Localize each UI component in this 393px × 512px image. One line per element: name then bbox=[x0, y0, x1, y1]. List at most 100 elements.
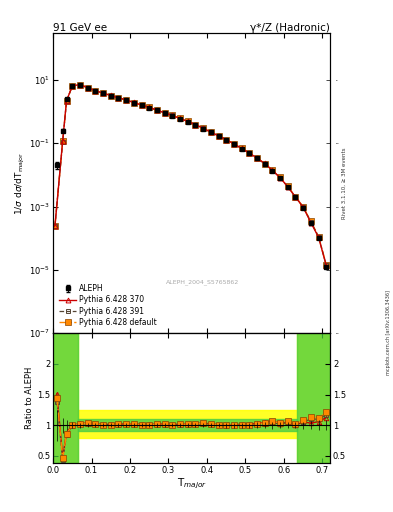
Pythia 6.428 370 bbox=[309, 220, 313, 226]
Pythia 6.428 391 bbox=[132, 99, 136, 105]
Pythia 6.428 370 bbox=[85, 84, 90, 91]
Pythia 6.428 370 bbox=[293, 194, 298, 200]
Pythia 6.428 391 bbox=[309, 219, 313, 225]
Pythia 6.428 391 bbox=[231, 141, 236, 147]
Pythia 6.428 default bbox=[216, 133, 221, 139]
Pythia 6.428 370 bbox=[93, 88, 98, 94]
Pythia 6.428 default bbox=[208, 129, 213, 135]
Pythia 6.428 370 bbox=[116, 95, 121, 101]
Pythia 6.428 default bbox=[239, 145, 244, 152]
Pythia 6.428 default bbox=[255, 155, 259, 161]
Pythia 6.428 391 bbox=[78, 81, 83, 88]
Pythia 6.428 391 bbox=[154, 107, 159, 113]
Pythia 6.428 370 bbox=[124, 97, 129, 103]
Pythia 6.428 391 bbox=[224, 137, 229, 143]
Pythia 6.428 default bbox=[154, 107, 159, 113]
Pythia 6.428 370 bbox=[247, 150, 252, 156]
Pythia 6.428 370 bbox=[162, 110, 167, 116]
Line: Pythia 6.428 391: Pythia 6.428 391 bbox=[53, 82, 329, 268]
Pythia 6.428 391 bbox=[108, 93, 113, 99]
Pythia 6.428 default bbox=[170, 112, 175, 118]
Pythia 6.428 370 bbox=[101, 90, 105, 96]
Pythia 6.428 391 bbox=[208, 129, 213, 135]
Pythia 6.428 370 bbox=[108, 92, 113, 98]
Pythia 6.428 370 bbox=[216, 133, 221, 139]
Pythia 6.428 391 bbox=[247, 150, 252, 156]
Line: Pythia 6.428 370: Pythia 6.428 370 bbox=[53, 82, 329, 268]
Pythia 6.428 default bbox=[201, 125, 206, 131]
Pythia 6.428 391 bbox=[255, 155, 259, 161]
Pythia 6.428 370 bbox=[147, 104, 152, 111]
Pythia 6.428 391 bbox=[316, 234, 321, 240]
Text: γ*/Z (Hadronic): γ*/Z (Hadronic) bbox=[250, 23, 330, 32]
Pythia 6.428 default bbox=[124, 97, 129, 103]
Pythia 6.428 default bbox=[64, 98, 69, 104]
Pythia 6.428 391 bbox=[185, 118, 190, 124]
Pythia 6.428 391 bbox=[85, 85, 90, 91]
Text: ALEPH_2004_S5765862: ALEPH_2004_S5765862 bbox=[166, 279, 239, 285]
Legend: ALEPH, Pythia 6.428 370, Pythia 6.428 391, Pythia 6.428 default: ALEPH, Pythia 6.428 370, Pythia 6.428 39… bbox=[57, 282, 159, 329]
Line: Pythia 6.428 default: Pythia 6.428 default bbox=[52, 81, 329, 268]
Pythia 6.428 default bbox=[93, 88, 98, 94]
Pythia 6.428 370 bbox=[60, 138, 65, 144]
Pythia 6.428 391 bbox=[53, 223, 57, 229]
Pythia 6.428 default bbox=[53, 223, 57, 229]
Pythia 6.428 370 bbox=[301, 204, 305, 210]
Pythia 6.428 370 bbox=[270, 167, 275, 174]
Pythia 6.428 391 bbox=[70, 83, 75, 89]
Pythia 6.428 370 bbox=[178, 115, 182, 121]
Pythia 6.428 370 bbox=[239, 145, 244, 152]
Pythia 6.428 default bbox=[231, 141, 236, 147]
Pythia 6.428 370 bbox=[193, 121, 198, 127]
Pythia 6.428 default bbox=[60, 138, 65, 144]
Pythia 6.428 default bbox=[70, 83, 75, 89]
Pythia 6.428 370 bbox=[278, 175, 283, 181]
Pythia 6.428 default bbox=[293, 194, 298, 200]
Pythia 6.428 391 bbox=[60, 139, 65, 145]
Pythia 6.428 391 bbox=[93, 88, 98, 94]
Pythia 6.428 default bbox=[278, 175, 283, 181]
Pythia 6.428 391 bbox=[162, 110, 167, 116]
Pythia 6.428 391 bbox=[263, 161, 267, 167]
Pythia 6.428 391 bbox=[193, 122, 198, 128]
Pythia 6.428 391 bbox=[270, 168, 275, 174]
Pythia 6.428 391 bbox=[147, 104, 152, 111]
Pythia 6.428 370 bbox=[263, 160, 267, 166]
Y-axis label: Rivet 3.1.10, ≥ 3M events: Rivet 3.1.10, ≥ 3M events bbox=[342, 147, 347, 219]
Pythia 6.428 default bbox=[285, 183, 290, 189]
Pythia 6.428 370 bbox=[231, 141, 236, 147]
Pythia 6.428 default bbox=[224, 137, 229, 143]
Pythia 6.428 391 bbox=[239, 145, 244, 152]
Pythia 6.428 370 bbox=[316, 234, 321, 241]
Text: 91 GeV ee: 91 GeV ee bbox=[53, 23, 107, 32]
Pythia 6.428 370 bbox=[224, 137, 229, 143]
Pythia 6.428 370 bbox=[64, 98, 69, 104]
Pythia 6.428 391 bbox=[324, 262, 329, 268]
Pythia 6.428 default bbox=[247, 150, 252, 156]
Pythia 6.428 391 bbox=[301, 204, 305, 210]
Pythia 6.428 default bbox=[139, 102, 144, 108]
Pythia 6.428 370 bbox=[170, 112, 175, 118]
Y-axis label: 1/$\sigma$ d$\sigma$/dT$_\mathrm{major}$: 1/$\sigma$ d$\sigma$/dT$_\mathrm{major}$ bbox=[13, 152, 27, 215]
Pythia 6.428 default bbox=[132, 99, 136, 105]
Pythia 6.428 default bbox=[193, 121, 198, 127]
Pythia 6.428 370 bbox=[139, 102, 144, 108]
Pythia 6.428 default bbox=[147, 104, 152, 111]
Pythia 6.428 default bbox=[162, 110, 167, 116]
Pythia 6.428 370 bbox=[70, 83, 75, 89]
Pythia 6.428 370 bbox=[255, 155, 259, 161]
Pythia 6.428 370 bbox=[78, 81, 83, 88]
Pythia 6.428 370 bbox=[132, 99, 136, 105]
Pythia 6.428 default bbox=[101, 90, 105, 96]
Pythia 6.428 default bbox=[78, 81, 83, 88]
Pythia 6.428 370 bbox=[154, 107, 159, 113]
Pythia 6.428 391 bbox=[201, 125, 206, 132]
Pythia 6.428 default bbox=[108, 93, 113, 99]
Pythia 6.428 391 bbox=[124, 97, 129, 103]
Pythia 6.428 default bbox=[309, 218, 313, 224]
Pythia 6.428 default bbox=[270, 167, 275, 174]
Pythia 6.428 370 bbox=[201, 125, 206, 131]
Pythia 6.428 370 bbox=[285, 184, 290, 190]
X-axis label: T$_{major}$: T$_{major}$ bbox=[177, 477, 206, 491]
Pythia 6.428 370 bbox=[53, 223, 57, 229]
